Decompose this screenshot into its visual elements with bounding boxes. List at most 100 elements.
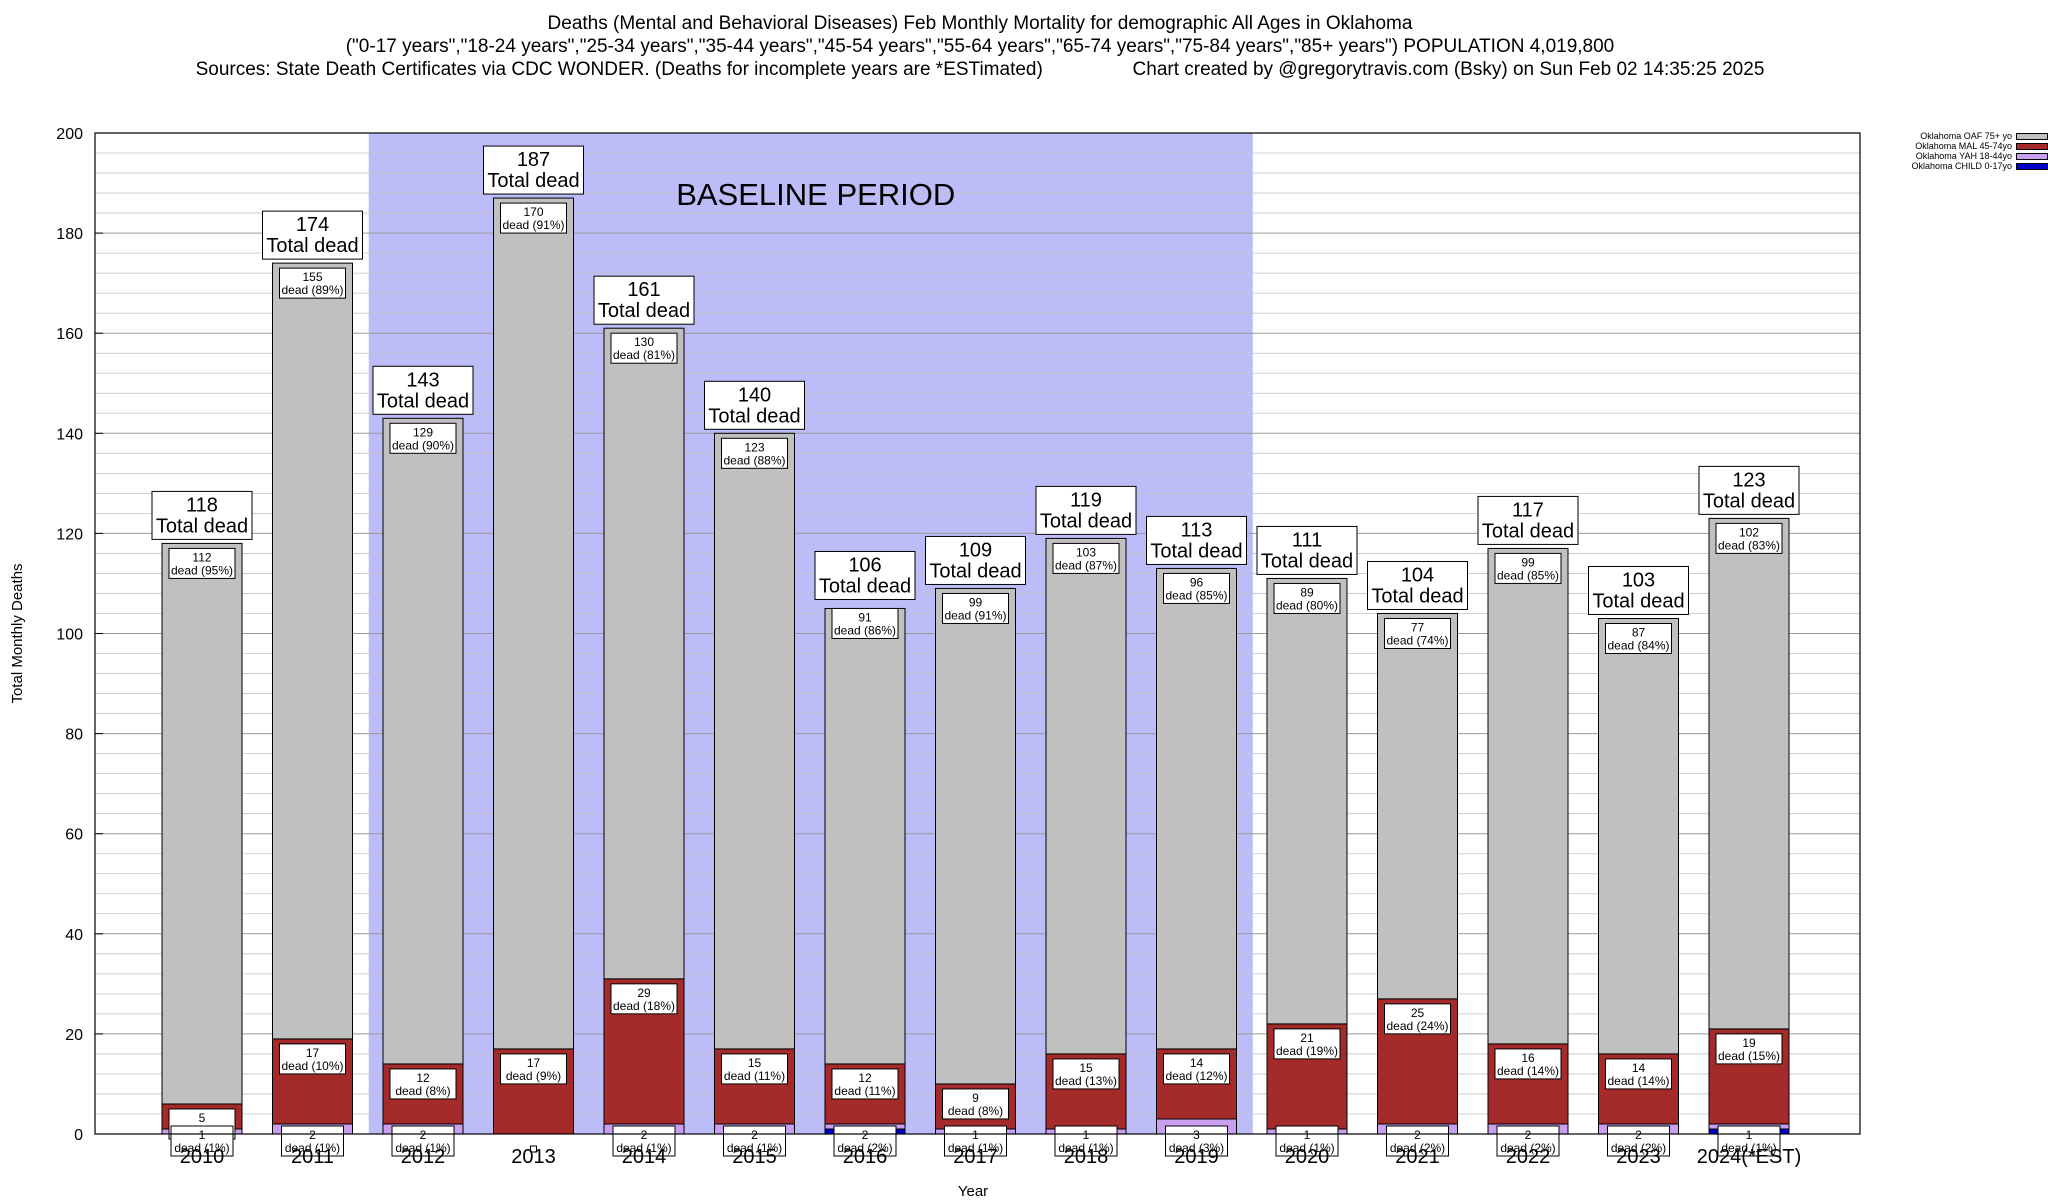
x-tick-label: 2018: [1064, 1146, 1109, 1168]
oaf-data-label: 102: [1739, 525, 1759, 539]
total-label-box: [262, 210, 363, 260]
mal-data-label: 29: [637, 986, 651, 1000]
mal-data-label: 14: [1632, 1061, 1646, 1075]
x-tick-label: 2012: [401, 1146, 446, 1168]
total-data-label: 117: [1512, 499, 1544, 521]
legend-entry: Oklahoma OAF 75+ yo: [1860, 131, 2048, 141]
mal-data-label-box: [389, 1068, 457, 1100]
yah-data-label: dead (2%): [1500, 1141, 1555, 1155]
legend-swatch: [2016, 152, 2048, 160]
mal-data-label: dead (15%): [1718, 1049, 1780, 1063]
total-label-box: [925, 535, 1026, 585]
yah-data-label: 1: [1304, 1128, 1311, 1142]
mal-data-label-box: [942, 1088, 1009, 1120]
mal-data-label: 15: [748, 1056, 762, 1070]
total-data-label: Total dead: [377, 390, 469, 412]
x-tick-label: 2016: [843, 1146, 888, 1168]
yah-data-label: dead (1%): [727, 1141, 782, 1155]
oaf-data-label: 170: [523, 205, 543, 219]
mal-data-label: 17: [306, 1046, 320, 1060]
x-tick-label: 2017: [953, 1146, 998, 1168]
bar-oaf-2022: [1487, 547, 1569, 1045]
oaf-data-label: dead (90%): [392, 438, 454, 452]
y-tick-label: 180: [56, 226, 83, 243]
x-tick-label: 2022: [1506, 1146, 1551, 1168]
total-data-label: Total dead: [1703, 490, 1795, 512]
oaf-data-label-box: [168, 547, 236, 579]
yah-data-label: dead (1%): [948, 1141, 1003, 1155]
oaf-data-label: dead (85%): [1497, 568, 1559, 582]
yah-data-label-box: [170, 1125, 234, 1157]
mal-data-label: dead (13%): [1055, 1074, 1117, 1088]
yah-data-label-box: [1275, 1125, 1339, 1157]
mal-data-label-box: [610, 983, 678, 1015]
yah-data-label: 3: [1193, 1128, 1200, 1142]
x-tick-label: 2024(*EST): [1697, 1146, 1802, 1168]
total-label-box: [1698, 465, 1800, 515]
total-data-label: 118: [186, 494, 218, 516]
total-data-label: 119: [1070, 489, 1102, 511]
chart-legend: Oklahoma OAF 75+ yo Oklahoma MAL 45-74yo O…: [1860, 131, 2048, 171]
bar-oaf-2014: [603, 327, 685, 980]
mal-data-label-box: [1494, 1048, 1562, 1080]
total-data-label: Total dead: [708, 405, 800, 427]
total-data-label: Total dead: [1040, 510, 1132, 532]
total-data-label: 106: [848, 554, 881, 576]
yah-data-label: 2: [420, 1128, 427, 1142]
yah-data-label-box: [1054, 1125, 1118, 1157]
mal-data-label: 14: [1190, 1056, 1204, 1070]
mal-data-label: dead (14%): [1607, 1074, 1669, 1088]
oaf-data-label: 130: [634, 335, 654, 349]
mal-data-label: 17: [527, 1056, 541, 1070]
total-label-box: [1256, 525, 1358, 575]
yah-data-label: dead (2%): [837, 1141, 892, 1155]
yah-data-label: dead (1%): [1279, 1141, 1334, 1155]
oaf-data-label: 91: [858, 610, 872, 624]
y-tick-label: 120: [56, 526, 83, 543]
bar-oaf-2015: [714, 432, 795, 1050]
oaf-data-label-box: [610, 332, 678, 364]
oaf-data-label: dead (95%): [171, 563, 233, 577]
mal-data-label: dead (8%): [948, 1104, 1003, 1118]
yah-data-label: dead (1%): [1058, 1141, 1113, 1155]
bar-oaf-2019: [1156, 567, 1237, 1050]
oaf-data-label: 89: [1300, 585, 1314, 599]
total-label-box: [1588, 565, 1689, 615]
y-tick-label: 200: [56, 126, 83, 143]
total-data-label: 104: [1401, 564, 1434, 586]
total-data-label: Total dead: [819, 575, 911, 597]
total-label-box: [704, 380, 805, 430]
total-label-box: [593, 275, 695, 325]
mal-data-label-box: [1052, 1058, 1120, 1090]
chart-title-block: Deaths (Mental and Behavioral Diseases) …: [0, 12, 1960, 81]
yah-data-label: 2: [641, 1128, 648, 1142]
y-tick-label: 60: [65, 827, 83, 844]
total-data-label: Total dead: [266, 235, 358, 257]
total-data-label: Total dead: [487, 170, 579, 192]
total-data-label: 123: [1732, 469, 1765, 491]
plot-frame: [94, 132, 1861, 1135]
yah-data-label-box: [944, 1125, 1007, 1157]
total-label-box: [814, 550, 916, 600]
total-label-box: [1477, 495, 1579, 545]
y-tick-label: 20: [65, 1027, 83, 1044]
y-tick-label: 160: [56, 326, 83, 343]
mal-data-label: dead (11%): [724, 1069, 785, 1083]
total-label-box: [1367, 560, 1468, 610]
yah-data-label: dead (1%): [395, 1141, 450, 1155]
chart-sources-credit: Sources: State Death Certificates via CD…: [195, 59, 1765, 80]
y-tick-label: 0: [74, 1127, 83, 1144]
x-tick-label: 2020: [1285, 1146, 1330, 1168]
oaf-data-label: 103: [1076, 545, 1096, 559]
oaf-data-label-box: [721, 437, 788, 469]
oaf-data-label-box: [1605, 622, 1672, 654]
mal-data-label: dead (19%): [1276, 1044, 1338, 1058]
yah-data-label: dead (1%): [174, 1141, 229, 1155]
bar-oaf-2020: [1266, 577, 1348, 1025]
mal-data-label: dead (11%): [834, 1084, 895, 1098]
total-data-label: Total dead: [1482, 520, 1574, 542]
oaf-data-label: dead (85%): [1165, 588, 1227, 602]
oaf-data-label: dead (80%): [1276, 598, 1338, 612]
mal-data-label: 19: [1742, 1036, 1756, 1050]
total-data-label: 113: [1181, 519, 1213, 541]
